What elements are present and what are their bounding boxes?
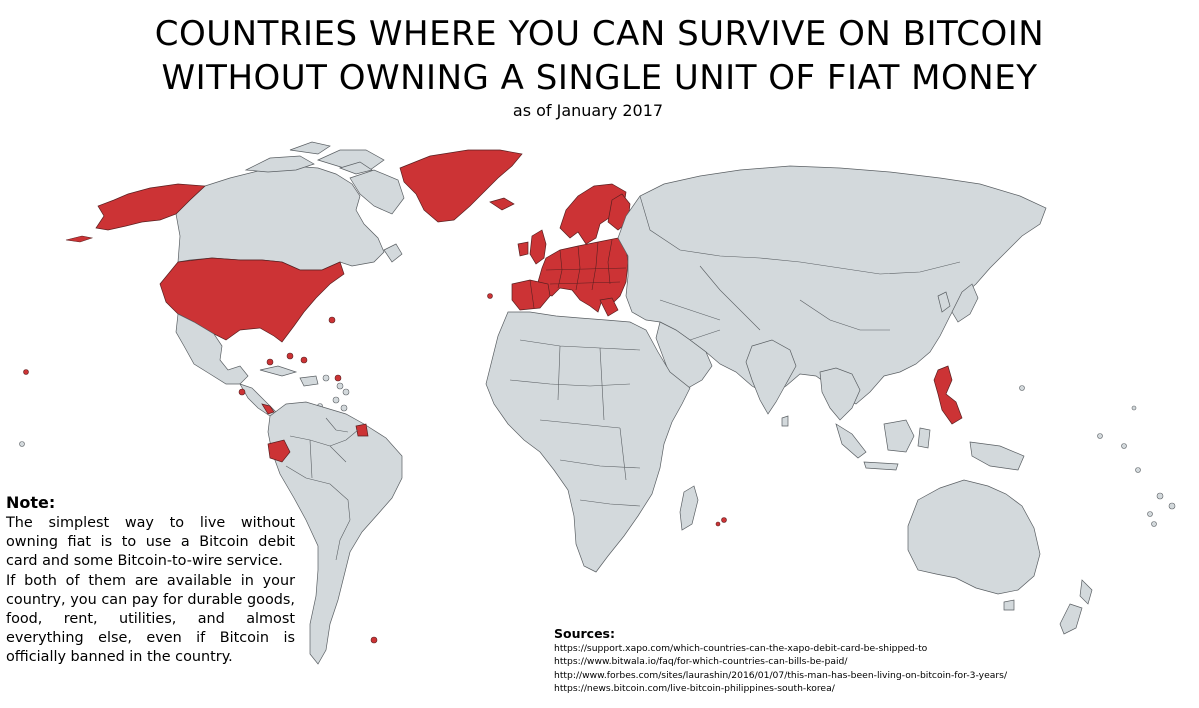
sources-heading: Sources:: [554, 626, 615, 641]
costa-rica: [261, 403, 275, 415]
caribbean-island: [342, 388, 350, 396]
caribbean-island: [336, 382, 344, 390]
country-border: [285, 417, 359, 561]
caribbean-island: [322, 374, 330, 382]
pacific-island: [1097, 433, 1103, 439]
pacific-island: [1131, 405, 1137, 411]
title-line-2: WITHOUT OWNING A SINGLE UNIT OF FIAT MON…: [161, 58, 1038, 98]
guadeloupe: [334, 374, 342, 382]
pacific-island: [1168, 502, 1176, 510]
map-subtitle: as of January 2017: [512, 101, 664, 120]
greece: [599, 297, 619, 317]
arctic-island: [289, 141, 331, 155]
seychelles: [715, 521, 721, 527]
sumatra: [835, 423, 867, 459]
map-title: COUNTRIES WHERE YOU CAN SURVIVE ON BITCO…: [0, 12, 1199, 100]
iberian-peninsula: [511, 279, 551, 311]
mexico: [175, 313, 249, 385]
hispaniola: [299, 375, 319, 387]
south-america: [267, 401, 403, 665]
azores: [487, 293, 493, 299]
pacific-island: [19, 441, 25, 447]
hawaii: [23, 369, 29, 375]
greenland: [399, 149, 523, 223]
arctic-island: [338, 161, 373, 175]
japan: [951, 283, 979, 323]
bermuda: [328, 316, 336, 324]
jamaica: [238, 388, 246, 396]
caribbean-island: [332, 396, 340, 404]
note-paragraph-1: The simplest way to live without owning …: [6, 515, 295, 570]
sulawesi: [917, 427, 931, 449]
newfoundland: [383, 243, 403, 263]
note-heading: Note:: [6, 493, 56, 512]
country-border: [639, 195, 961, 341]
pacific-island: [1147, 511, 1153, 517]
australia: [907, 479, 1041, 595]
philippines: [933, 365, 963, 425]
java: [863, 461, 899, 471]
pacific-island: [1156, 492, 1164, 500]
pacific-island: [1121, 443, 1127, 449]
pacific-island: [1019, 385, 1025, 391]
indochina: [819, 367, 861, 421]
new-guinea: [969, 441, 1025, 471]
korea: [937, 291, 951, 313]
pacific-island: [1151, 521, 1157, 527]
country-border: [529, 239, 627, 309]
iceland: [489, 197, 515, 211]
sri-lanka: [781, 415, 789, 427]
source-link[interactable]: https://news.bitcoin.com/live-bitcoin-ph…: [554, 683, 835, 695]
arctic-island: [244, 155, 315, 173]
caribbean-island: [340, 404, 348, 412]
india: [745, 339, 797, 415]
mauritius: [721, 517, 727, 523]
title-line-1: COUNTRIES WHERE YOU CAN SURVIVE ON BITCO…: [154, 14, 1045, 54]
puerto-rico: [300, 356, 308, 364]
country-border: [509, 339, 641, 507]
great-britain: [529, 229, 547, 265]
new-zealand-north: [1079, 579, 1093, 605]
bahamas: [286, 352, 294, 360]
sources-box: Sources: https://support.xapo.com/which-…: [554, 626, 1194, 696]
falkland-islands: [370, 636, 378, 644]
french-guiana: [355, 423, 369, 437]
madagascar: [679, 485, 699, 531]
africa: [485, 311, 691, 573]
alaska: [95, 183, 206, 231]
tasmania: [1003, 599, 1015, 611]
aleutian-islands: [65, 235, 94, 243]
ecuador: [267, 439, 291, 463]
new-zealand-south: [1059, 603, 1083, 635]
borneo: [883, 419, 915, 453]
continental-europe: [537, 237, 629, 313]
cayman-islands: [266, 358, 274, 366]
source-link[interactable]: https://support.xapo.com/which-countries…: [554, 643, 928, 654]
cuba: [259, 365, 298, 377]
note-paragraph-2: If both of them are available in your co…: [6, 572, 295, 666]
source-link[interactable]: https://www.bitwala.io/faq/for-which-cou…: [554, 656, 848, 668]
baffin-island: [349, 169, 405, 215]
pacific-island: [1135, 467, 1141, 473]
ireland: [517, 241, 529, 257]
note-box: Note: The simplest way to live without o…: [6, 492, 295, 668]
source-link[interactable]: http://www.forbes.com/sites/laurashin/20…: [554, 669, 1008, 681]
